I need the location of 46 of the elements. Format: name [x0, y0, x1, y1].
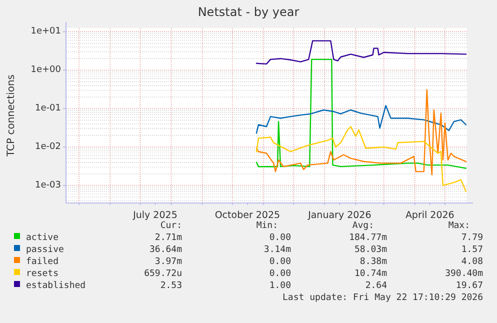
- legend-label: failed: [26, 257, 59, 267]
- text: Last update: Fri May 22 17:10:29 2026: [282, 293, 483, 303]
- line-series: [256, 40, 467, 65]
- legend-label: passive: [26, 245, 64, 255]
- x-tick-label: January 2026: [307, 210, 372, 221]
- text: 2.64: [365, 281, 387, 291]
- line-series: [256, 89, 467, 176]
- x-tick-label: July 2025: [132, 210, 178, 221]
- text: 7.79: [461, 233, 483, 243]
- text: 8.38m: [360, 257, 387, 267]
- y-tick-label: 1e-01: [35, 104, 61, 114]
- y-tick-label: 1e-02: [35, 142, 61, 152]
- text: 184.77m: [349, 233, 387, 243]
- text: Max:: [448, 221, 470, 231]
- text: 659.72u: [144, 269, 182, 279]
- legend-label: active: [26, 233, 59, 243]
- text: Cur:: [160, 221, 182, 231]
- line-series: [256, 58, 467, 169]
- chart-title: Netstat - by year: [198, 5, 300, 19]
- text: 1.00: [269, 281, 291, 291]
- text: 390.40m: [445, 269, 483, 279]
- text: 3.14m: [264, 245, 291, 255]
- text: 0.00: [269, 257, 291, 267]
- text: 36.64m: [149, 245, 182, 255]
- text: Min:: [256, 221, 278, 231]
- x-tick-label: April 2026: [405, 210, 454, 221]
- text: 2.71m: [154, 233, 182, 243]
- y-tick-label: 1e-03: [35, 180, 61, 190]
- text: 58.03m: [354, 245, 387, 255]
- y-tick-label: 1e+01: [30, 26, 61, 37]
- text: 0.00: [269, 233, 291, 243]
- text: 2.53: [160, 281, 182, 291]
- text: Avg:: [352, 221, 374, 231]
- line-series: [256, 126, 467, 192]
- line-series: [256, 104, 467, 134]
- text: 1.57: [461, 245, 483, 255]
- text: 19.67: [456, 281, 483, 291]
- x-tick-label: October 2025: [214, 210, 280, 221]
- text: 10.74m: [354, 269, 387, 279]
- text: 4.08: [461, 257, 483, 267]
- text: 0.00: [269, 269, 291, 279]
- text: 3.97m: [154, 257, 182, 267]
- y-axis-title: TCP connections: [6, 74, 17, 158]
- y-tick-label: 1e+00: [30, 65, 62, 76]
- legend-label: resets: [26, 269, 59, 279]
- legend-label: established: [26, 281, 86, 291]
